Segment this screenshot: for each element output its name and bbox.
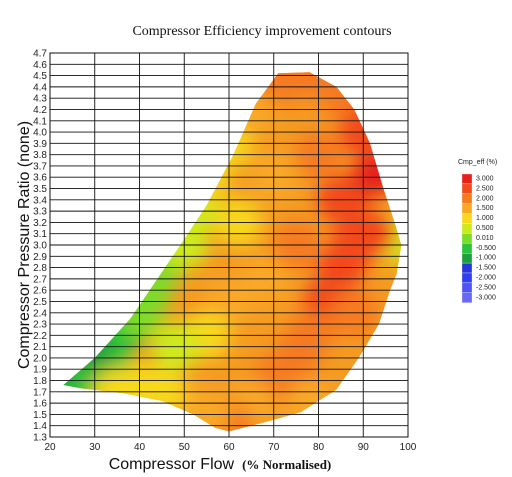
legend-label-1: 2.500 xyxy=(476,185,494,192)
y-tick-label-32: 4.5 xyxy=(33,71,47,82)
y-tick-label-26: 3.9 xyxy=(33,139,47,150)
y-tick-label-9: 2.2 xyxy=(33,331,47,342)
legend-swatch-6 xyxy=(461,233,473,244)
y-tick-label-25: 3.8 xyxy=(33,150,47,161)
y-tick-label-10: 2.3 xyxy=(33,320,47,331)
y-tick-label-34: 4.7 xyxy=(33,49,47,60)
y-tick-label-16: 2.9 xyxy=(33,252,47,263)
y-tick-label-31: 4.4 xyxy=(33,82,47,93)
legend: Cmp_eff (%) 3.000 2.500 2.000 1.500 1.000 0.5… xyxy=(458,159,497,303)
legend-label-10: -2.000 xyxy=(476,275,496,282)
legend-label-3: 1.500 xyxy=(476,205,494,212)
y-tick-label-30: 4.3 xyxy=(33,94,47,105)
y-tick-label-2: 1.5 xyxy=(33,410,47,421)
legend-swatch-9 xyxy=(461,262,473,274)
legend-swatch-8 xyxy=(461,253,473,264)
legend-label-11: -2.500 xyxy=(476,284,496,291)
y-tick-label-1: 1.4 xyxy=(33,421,47,432)
legend-label-0: 3.000 xyxy=(476,176,494,183)
legend-label-5: 0.500 xyxy=(476,225,494,232)
y-tick-label-29: 4.2 xyxy=(33,105,47,116)
y-tick-label-27: 4.0 xyxy=(33,128,47,139)
legend-swatch-4 xyxy=(461,213,473,224)
x-axis-title: Compressor Flow (% Normalised) xyxy=(109,456,332,473)
legend-label-9: -1.500 xyxy=(476,265,496,272)
y-tick-label-14: 2.7 xyxy=(33,274,47,285)
y-tick-label-21: 3.4 xyxy=(33,195,47,206)
legend-swatch-10 xyxy=(461,272,473,284)
y-tick-label-0: 1.3 xyxy=(33,433,47,444)
y-tick-label-23: 3.6 xyxy=(33,173,47,184)
x-tick-label-2: 40 xyxy=(134,442,146,453)
legend-label-8: -1.000 xyxy=(476,255,496,262)
y-tick-label-8: 2.1 xyxy=(33,342,47,353)
efficiency-point-13 xyxy=(258,72,307,106)
y-tick-label-5: 1.8 xyxy=(33,376,47,387)
legend-swatch-12 xyxy=(461,292,473,303)
y-tick-label-28: 4.1 xyxy=(33,116,47,127)
x-axis-label-suffix: (% Normalised) xyxy=(242,457,331,472)
legend-swatch-3 xyxy=(461,203,473,214)
legend-title: Cmp_eff (%) xyxy=(458,159,497,166)
y-tick-label-33: 4.6 xyxy=(33,60,47,71)
legend-swatch-7 xyxy=(461,243,473,254)
y-axis-ticks: 1.31.41.51.61.71.81.92.02.12.22.32.42.52… xyxy=(33,49,47,444)
y-tick-label-18: 3.1 xyxy=(33,229,47,240)
legend-swatch-2 xyxy=(461,193,473,204)
legend-label-2: 2.000 xyxy=(476,195,494,202)
legend-label-12: -3.000 xyxy=(476,294,496,301)
y-tick-label-19: 3.2 xyxy=(33,218,47,229)
legend-label-7: -0.500 xyxy=(476,245,496,252)
x-tick-label-8: 100 xyxy=(400,442,417,453)
y-tick-label-7: 2.0 xyxy=(33,353,47,364)
chart-title: Compressor Efficiency improvement contou… xyxy=(132,24,391,39)
legend-label-4: 1.000 xyxy=(476,215,494,222)
x-tick-label-7: 90 xyxy=(358,442,370,453)
x-tick-label-3: 50 xyxy=(179,442,191,453)
y-tick-label-20: 3.3 xyxy=(33,207,47,218)
x-axis-ticks: 20 30 40 50 60 70 80 90 100 xyxy=(44,442,416,453)
y-tick-label-11: 2.4 xyxy=(33,308,47,319)
y-tick-label-17: 3.0 xyxy=(33,241,47,252)
x-tick-label-0: 20 xyxy=(44,442,56,453)
y-tick-label-24: 3.7 xyxy=(33,161,47,172)
legend-swatch-11 xyxy=(461,282,473,293)
legend-swatch-5 xyxy=(461,223,473,234)
x-tick-label-6: 80 xyxy=(313,442,325,453)
y-tick-label-15: 2.8 xyxy=(33,263,47,274)
y-axis-title: Compressor Pressure Ratio (none) xyxy=(16,121,33,369)
x-tick-label-5: 70 xyxy=(268,442,280,453)
x-tick-label-4: 60 xyxy=(223,442,235,453)
y-tick-label-3: 1.6 xyxy=(33,399,47,410)
x-axis-label: Compressor Flow xyxy=(109,456,235,473)
legend-swatch-1 xyxy=(461,183,473,194)
legend-label-6: 0.010 xyxy=(476,235,494,242)
x-tick-label-1: 30 xyxy=(89,442,101,453)
y-tick-label-4: 1.7 xyxy=(33,387,47,398)
y-tick-label-13: 2.6 xyxy=(33,286,47,297)
legend-swatch-0 xyxy=(461,173,473,185)
y-tick-label-22: 3.5 xyxy=(33,184,47,195)
plot-area-frame xyxy=(49,52,409,438)
y-tick-label-12: 2.5 xyxy=(33,297,47,308)
y-tick-label-6: 1.9 xyxy=(33,365,47,376)
